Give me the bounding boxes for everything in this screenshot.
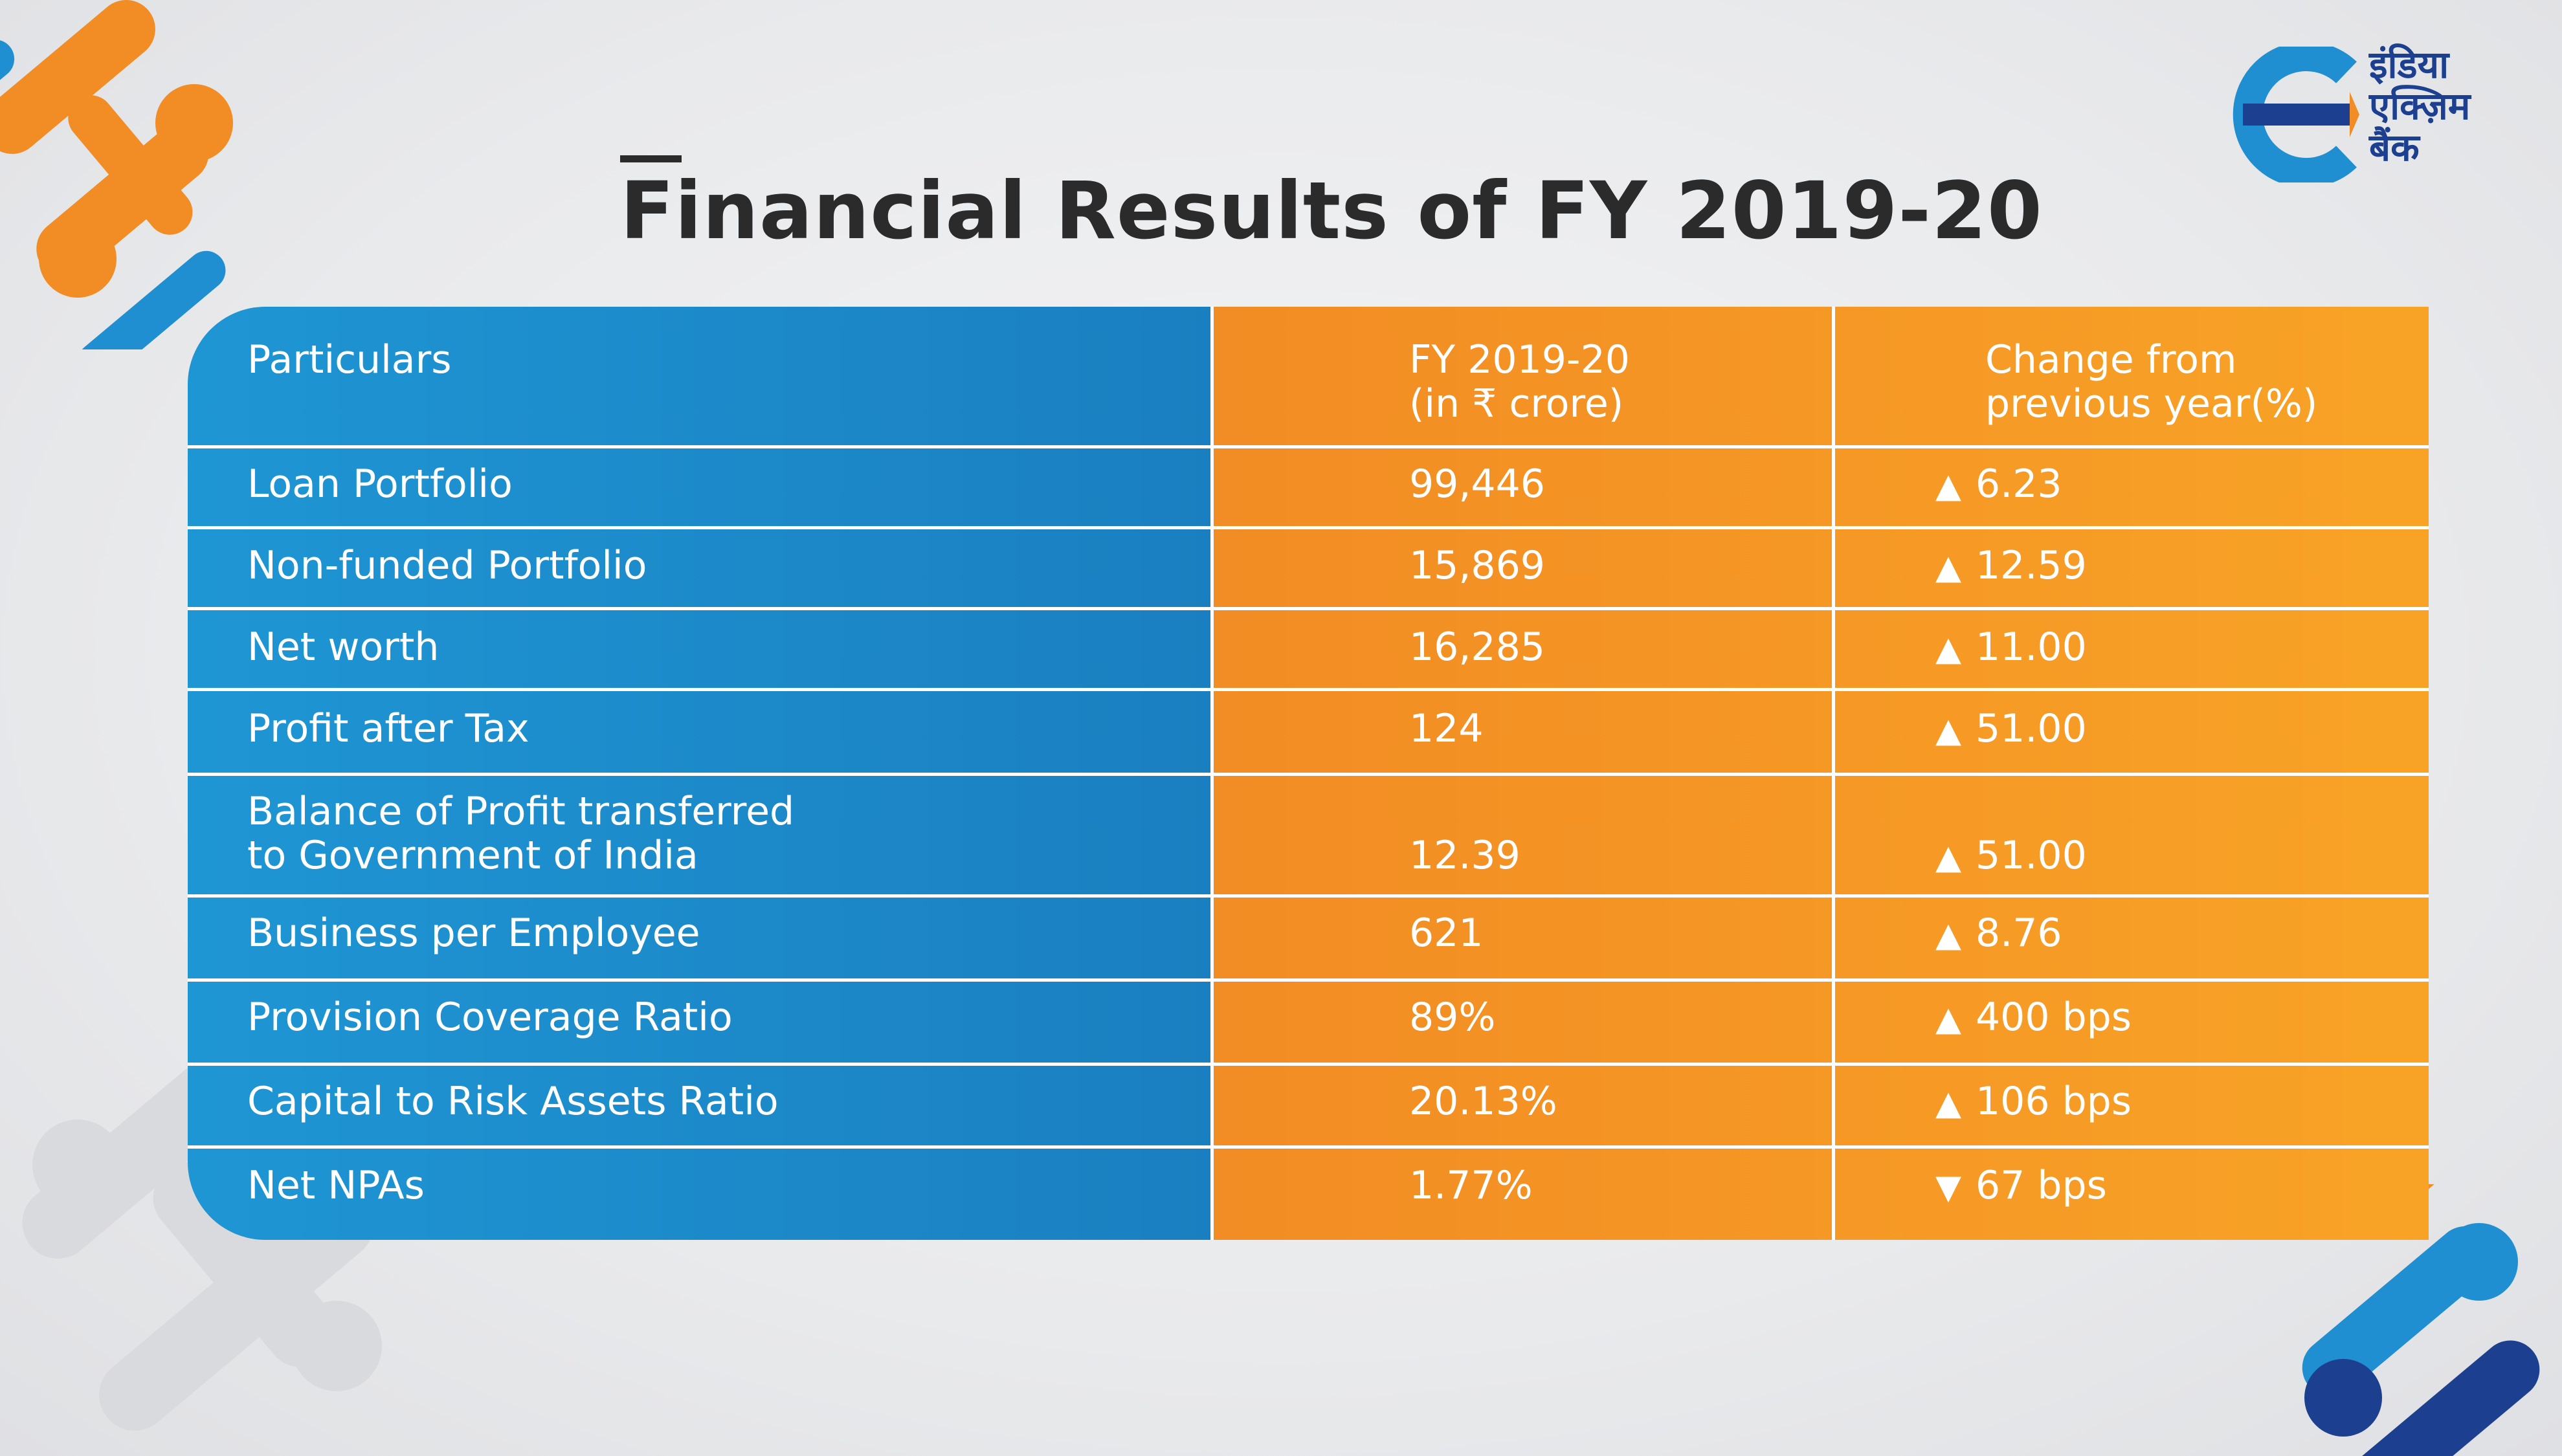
table-row-change: ▲ 106 bps (1935, 1079, 2132, 1124)
table-row-change: ▲ 51.00 (1935, 706, 2087, 751)
table-row-change: ▲ 51.00 (1935, 833, 2087, 878)
up-arrow-icon: ▲ (1935, 916, 1961, 954)
table-row-particular: Capital to Risk Assets Ratio (247, 1079, 779, 1124)
table-row-value: 15,869 (1409, 543, 1545, 588)
table-row-value: 621 (1409, 910, 1484, 956)
table-row-particular: Provision Coverage Ratio (247, 995, 733, 1040)
up-arrow-icon: ▲ (1935, 1000, 1961, 1039)
table-row-change: ▲ 6.23 (1935, 461, 2062, 507)
up-arrow-icon: ▲ (1935, 711, 1961, 750)
table-row-value: 16,285 (1409, 624, 1545, 670)
row-divider (188, 607, 2429, 610)
table-row-value: 124 (1409, 706, 1484, 751)
up-arrow-icon: ▲ (1935, 838, 1961, 877)
table-row-change: ▲ 11.00 (1935, 624, 2087, 670)
row-divider (188, 1063, 2429, 1066)
page-title: Financial Results of FY 2019-20 (620, 165, 2043, 257)
table-row-particular: Loan Portfolio (247, 461, 513, 507)
table-row-value: 89% (1409, 995, 1496, 1040)
row-divider (188, 688, 2429, 691)
table-row-value: 12.39 (1409, 833, 1520, 878)
decorative-pattern-top-left (0, 0, 233, 349)
table-row-change: ▲ 8.76 (1935, 910, 2062, 956)
table-row-value: 20.13% (1409, 1079, 1557, 1124)
row-divider (188, 978, 2429, 982)
table-row-particular: Business per Employee (247, 910, 700, 956)
table-row-particular: Balance of Profit transferred to Governm… (247, 789, 795, 878)
up-arrow-icon: ▲ (1935, 548, 1961, 587)
table-row-change: ▼ 67 bps (1935, 1163, 2107, 1208)
row-divider (188, 526, 2429, 529)
row-divider (188, 1145, 2429, 1149)
up-arrow-icon: ▲ (1935, 467, 1961, 505)
up-arrow-icon: ▲ (1935, 630, 1961, 668)
table-row-particular: Non-funded Portfolio (247, 543, 647, 588)
table-row-change: ▲ 400 bps (1935, 995, 2132, 1040)
down-arrow-icon: ▼ (1935, 1168, 1961, 1207)
financial-results-table: Particulars FY 2019-20 (in ₹ crore) Chan… (188, 307, 2429, 1240)
table-row-change: ▲ 12.59 (1935, 543, 2087, 588)
table-row-particular: Net NPAs (247, 1163, 425, 1208)
row-divider (188, 773, 2429, 776)
header-change: Change from previous year(%) (1985, 337, 2318, 426)
row-divider (188, 445, 2429, 448)
header-fy-value: FY 2019-20 (in ₹ crore) (1409, 337, 1630, 426)
header-particulars: Particulars (247, 337, 452, 382)
table-row-particular: Net worth (247, 624, 440, 670)
row-divider (188, 894, 2429, 898)
up-arrow-icon: ▲ (1935, 1084, 1961, 1123)
india-exim-bank-logo (2233, 47, 2359, 182)
table-row-value: 99,446 (1409, 461, 1545, 507)
logo-text: इंडिया एक्ज़िम बैंक (2369, 43, 2471, 170)
table-row-value: 1.77% (1409, 1163, 1533, 1208)
title-accent-bar (620, 155, 682, 162)
table-row-particular: Profit after Tax (247, 706, 529, 751)
